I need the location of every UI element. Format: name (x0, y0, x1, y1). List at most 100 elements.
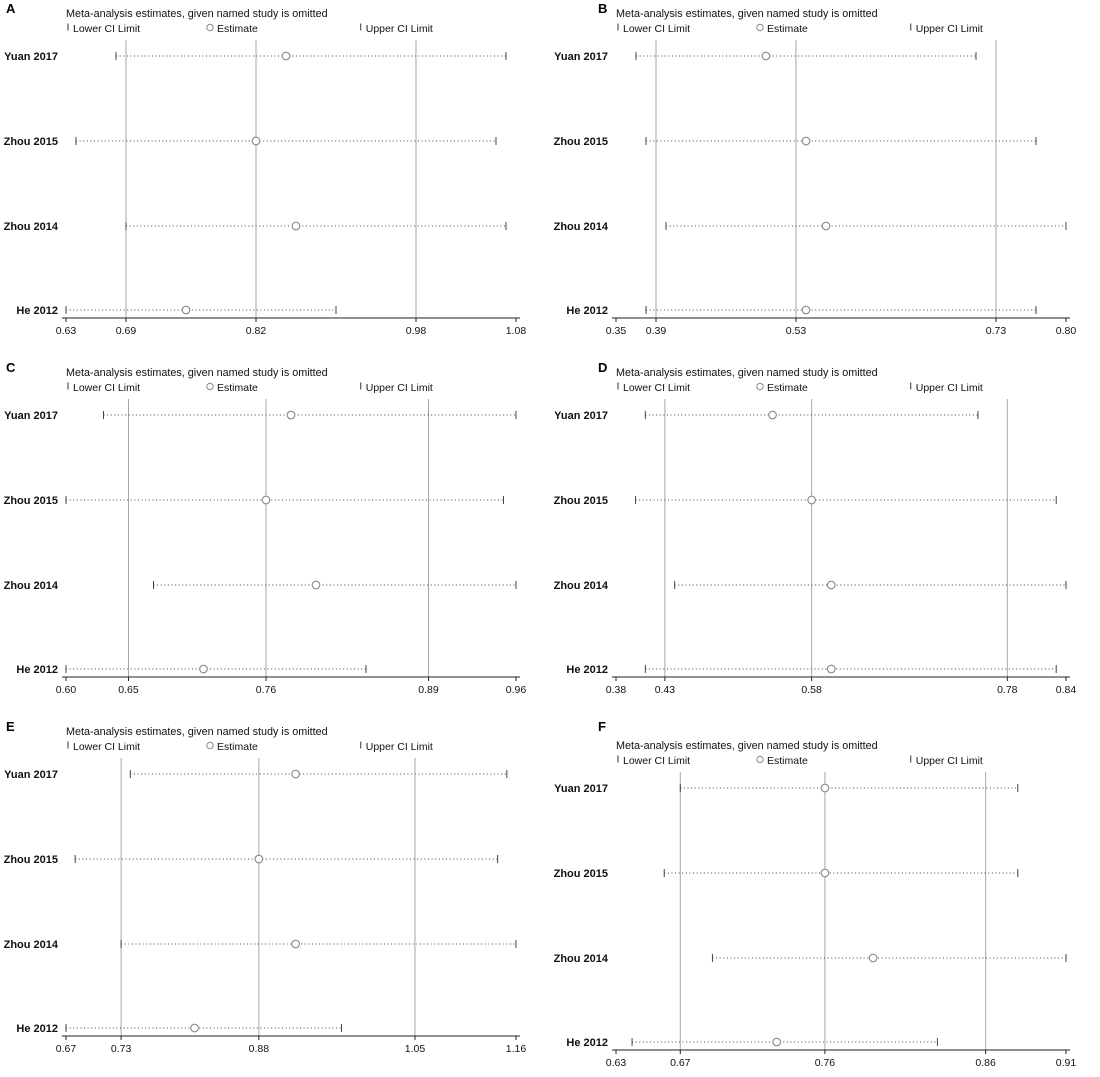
legend-lower-ci-label: Lower CI Limit (623, 23, 690, 35)
panel-letter-b: B (598, 1, 608, 16)
panel-a: A Meta-analysis estimates, given named s… (0, 0, 550, 359)
panel-f: F Meta-analysis estimates, given named s… (550, 718, 1100, 1077)
x-tick-label: 0.84 (1056, 684, 1077, 696)
legend-estimate-marker (756, 382, 764, 391)
study-label: Yuan 2017 (554, 410, 608, 422)
study-label: He 2012 (16, 664, 58, 676)
x-tick-label: 0.96 (506, 684, 527, 696)
estimate-marker (286, 410, 296, 420)
estimate-marker (199, 664, 208, 674)
legend-estimate-label: Estimate (217, 741, 258, 753)
x-tick-label: 0.43 (655, 684, 676, 696)
panel-c: C Meta-analysis estimates, given named s… (0, 359, 550, 718)
estimate-marker (801, 136, 811, 146)
legend-estimate-marker (206, 741, 214, 750)
x-tick-label: 0.98 (406, 325, 427, 337)
x-tick-label: 0.89 (418, 684, 439, 696)
x-tick-label: 0.60 (56, 684, 77, 696)
estimate-marker (311, 580, 321, 590)
estimate-marker (291, 939, 300, 949)
chart-title: Meta-analysis estimates, given named stu… (66, 726, 328, 738)
legend-upper-ci-label: Upper CI Limit (916, 23, 983, 35)
panel-letter-c: C (6, 360, 16, 375)
x-tick-label: 0.67 (56, 1043, 77, 1055)
legend-estimate-label: Estimate (217, 382, 258, 394)
estimate-marker (761, 51, 771, 61)
legend-upper-ci-label: Upper CI Limit (366, 382, 433, 394)
estimate-marker (291, 221, 301, 231)
x-tick-label: 0.88 (249, 1043, 270, 1055)
estimate-marker (251, 136, 261, 146)
panel-e: E Meta-analysis estimates, given named s… (0, 718, 550, 1077)
x-tick-label: 0.63 (56, 325, 77, 337)
legend-estimate-marker (756, 755, 764, 764)
estimate-marker (826, 664, 836, 674)
chart-title: Meta-analysis estimates, given named stu… (616, 8, 878, 20)
panel-b: B Meta-analysis estimates, given named s… (550, 0, 1100, 359)
forest-plot-e: Meta-analysis estimates, given named stu… (4, 726, 527, 1055)
legend-lower-ci-label: Lower CI Limit (623, 755, 690, 767)
legend-upper-ci-label: Upper CI Limit (366, 741, 433, 753)
estimate-marker (807, 495, 817, 505)
x-tick-label: 0.58 (801, 684, 822, 696)
estimate-marker (291, 769, 300, 779)
x-tick-label: 0.76 (256, 684, 277, 696)
estimate-marker (261, 495, 271, 505)
estimate-marker (820, 868, 830, 878)
x-tick-label: 0.38 (606, 684, 627, 696)
x-tick-label: 0.76 (815, 1057, 836, 1069)
estimate-marker (826, 580, 836, 590)
legend-estimate-label: Estimate (767, 755, 808, 767)
estimate-marker (801, 305, 811, 315)
study-label: Yuan 2017 (4, 769, 58, 781)
estimate-marker (820, 783, 830, 793)
x-tick-label: 0.78 (997, 684, 1018, 696)
forest-plot-d: Meta-analysis estimates, given named stu… (554, 367, 1077, 696)
estimate-marker (868, 953, 878, 963)
legend-estimate-marker (756, 23, 764, 32)
x-tick-label: 0.67 (670, 1057, 691, 1069)
x-tick-label: 0.73 (986, 325, 1007, 337)
study-label: Zhou 2015 (4, 495, 58, 507)
estimate-marker (772, 1037, 782, 1047)
x-tick-label: 0.63 (606, 1057, 627, 1069)
forest-plot-a: Meta-analysis estimates, given named stu… (4, 8, 527, 337)
x-tick-label: 0.69 (116, 325, 137, 337)
study-label: He 2012 (16, 305, 58, 317)
study-label: He 2012 (566, 664, 608, 676)
study-label: Zhou 2015 (554, 495, 608, 507)
estimate-marker (254, 854, 264, 864)
legend-estimate-label: Estimate (767, 382, 808, 394)
estimate-marker (768, 410, 777, 420)
study-label: Zhou 2014 (554, 580, 609, 592)
study-label: He 2012 (16, 1023, 58, 1035)
legend-upper-ci-label: Upper CI Limit (366, 23, 433, 35)
forest-plot-c: Meta-analysis estimates, given named stu… (4, 367, 527, 696)
panel-letter-f: F (598, 719, 606, 734)
study-label: Zhou 2015 (4, 136, 58, 148)
study-label: Zhou 2014 (554, 221, 609, 233)
x-tick-label: 0.39 (646, 325, 667, 337)
x-tick-label: 0.65 (118, 684, 139, 696)
chart-title: Meta-analysis estimates, given named stu… (66, 367, 328, 379)
legend-estimate-label: Estimate (217, 23, 258, 35)
study-label: Zhou 2014 (4, 939, 59, 951)
x-tick-label: 0.73 (111, 1043, 132, 1055)
legend-lower-ci-label: Lower CI Limit (623, 382, 690, 394)
legend-lower-ci-label: Lower CI Limit (73, 382, 140, 394)
chart-title: Meta-analysis estimates, given named stu… (616, 740, 878, 752)
x-tick-label: 0.82 (246, 325, 267, 337)
estimate-marker (181, 305, 191, 315)
study-label: Zhou 2014 (4, 580, 59, 592)
study-label: Zhou 2015 (4, 854, 58, 866)
legend-lower-ci-label: Lower CI Limit (73, 741, 140, 753)
study-label: He 2012 (566, 305, 608, 317)
legend-upper-ci-label: Upper CI Limit (916, 755, 983, 767)
forest-plot-b: Meta-analysis estimates, given named stu… (554, 8, 1077, 337)
study-label: Yuan 2017 (554, 51, 608, 63)
panel-letter-e: E (6, 719, 15, 734)
x-tick-label: 0.86 (975, 1057, 996, 1069)
panel-d: D Meta-analysis estimates, given named s… (550, 359, 1100, 718)
legend-estimate-label: Estimate (767, 23, 808, 35)
